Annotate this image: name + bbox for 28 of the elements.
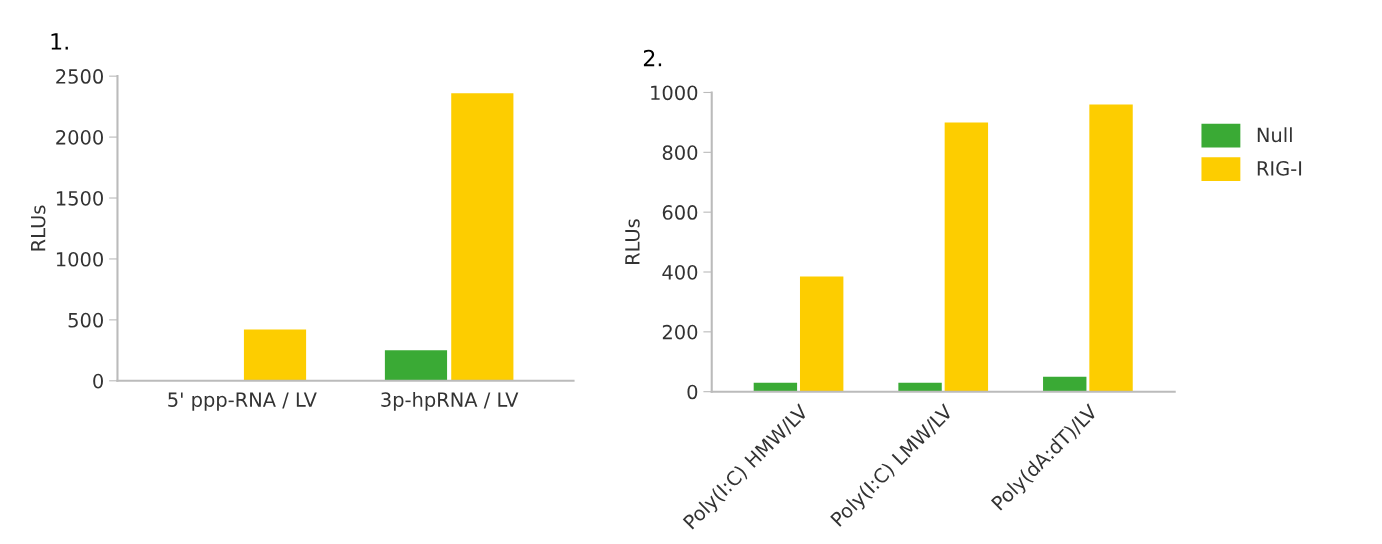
- y-tick-label: 1500: [56, 190, 103, 206]
- y-tick-label: 0: [93, 373, 103, 389]
- bar: [243, 329, 307, 381]
- y-tick-label: 2000: [56, 130, 103, 145]
- y-axis-title: RLUs: [625, 219, 640, 265]
- legend-label: RIG-I: [1257, 161, 1302, 176]
- bar: [944, 122, 989, 392]
- x-tick-label: 5' ppp-RNA / LV: [168, 392, 317, 411]
- y-axis-title: RLUs: [31, 205, 46, 251]
- y-tick-label: 800: [662, 145, 698, 160]
- chart-title: 2.: [643, 49, 662, 67]
- y-tick-label: 400: [662, 264, 698, 280]
- bar: [384, 350, 448, 381]
- bar: [799, 276, 844, 392]
- y-tick-label: 500: [68, 312, 103, 328]
- y-tick-label: 200: [662, 324, 698, 340]
- bar: [898, 382, 942, 392]
- bar: [1043, 376, 1087, 392]
- y-tick-label: 1000: [56, 251, 103, 267]
- chart-title: 1.: [51, 33, 68, 50]
- x-tick-label: 3p-hpRNA / LV: [381, 391, 519, 411]
- y-tick-label: 600: [662, 205, 698, 220]
- y-tick-label: 0: [687, 384, 698, 400]
- y-tick-label: 1000: [651, 85, 698, 101]
- legend-label: Null: [1257, 127, 1292, 143]
- bar: [1089, 104, 1133, 392]
- y-tick-label: 2500: [56, 69, 103, 84]
- bar: [451, 93, 514, 381]
